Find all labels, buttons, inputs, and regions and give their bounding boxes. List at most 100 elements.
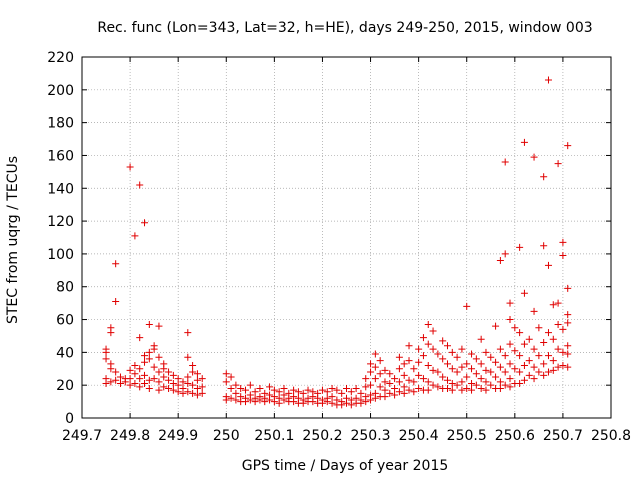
data-point [318, 399, 326, 407]
data-point [564, 363, 572, 371]
data-point [116, 380, 124, 388]
data-point [559, 348, 567, 356]
data-point [448, 380, 456, 388]
data-point [410, 388, 418, 396]
x-tick-label: 250.4 [399, 428, 439, 444]
data-point [352, 384, 360, 392]
data-point [477, 360, 485, 368]
data-point [155, 378, 163, 386]
data-point [338, 401, 346, 409]
data-point [564, 350, 572, 358]
data-point [400, 360, 408, 368]
data-point [102, 348, 110, 356]
data-point [251, 398, 259, 406]
data-point [290, 398, 298, 406]
data-point [323, 398, 331, 406]
data-point [193, 370, 201, 378]
data-point [136, 383, 144, 391]
data-point [386, 389, 394, 397]
data-point [535, 368, 543, 376]
data-point [405, 376, 413, 384]
data-point [184, 329, 192, 337]
data-point [328, 384, 336, 392]
data-point [472, 355, 480, 363]
data-point [179, 389, 187, 397]
data-point [150, 345, 158, 353]
data-point [328, 393, 336, 401]
data-point [525, 371, 533, 379]
data-point [386, 370, 394, 378]
data-point [357, 389, 365, 397]
data-point [443, 384, 451, 392]
plot-border [81, 56, 612, 419]
data-point [141, 352, 149, 360]
data-point [165, 384, 173, 392]
data-point [150, 363, 158, 371]
data-point [131, 370, 139, 378]
data-point [294, 388, 302, 396]
data-point [227, 394, 235, 402]
data-point [559, 325, 567, 333]
data-point [362, 375, 370, 383]
data-point [535, 324, 543, 332]
data-point [343, 399, 350, 407]
data-point [198, 389, 206, 397]
data-point [453, 381, 461, 389]
y-tick-label: 220 [47, 50, 74, 66]
data-point [126, 163, 134, 171]
data-point [554, 299, 562, 307]
y-tick-label: 120 [47, 214, 74, 230]
data-point [501, 158, 509, 166]
data-point [391, 391, 399, 399]
data-point [405, 386, 413, 394]
data-point [415, 358, 423, 366]
y-tick-label: 40 [56, 345, 74, 361]
data-point [227, 384, 235, 392]
data-point [540, 173, 548, 181]
data-points [102, 76, 572, 409]
data-point [184, 380, 192, 388]
data-point [232, 389, 240, 397]
data-point [516, 380, 524, 388]
data-point [261, 398, 269, 406]
data-point [371, 375, 379, 383]
data-point [371, 394, 379, 402]
data-point [193, 391, 201, 399]
data-point [496, 384, 504, 392]
chart-title: Rec. func (Lon=343, Lat=32, h=HE), days … [97, 20, 592, 36]
data-point [184, 373, 192, 381]
data-point [458, 345, 466, 353]
data-point [511, 347, 519, 355]
y-tick-label: 140 [47, 181, 74, 197]
data-point [520, 138, 528, 146]
data-point [141, 371, 149, 379]
data-point [266, 396, 274, 404]
data-point [381, 386, 389, 394]
data-point [458, 386, 466, 394]
data-point [477, 375, 485, 383]
data-point [535, 352, 543, 360]
y-tick-label: 80 [56, 280, 74, 296]
data-point [150, 375, 158, 383]
data-point [386, 380, 394, 388]
data-point [145, 355, 153, 363]
data-point [419, 352, 427, 360]
data-point [102, 355, 110, 363]
x-tick-label: 249.9 [158, 428, 198, 444]
data-point [525, 335, 533, 343]
data-point [419, 375, 427, 383]
data-point [549, 366, 557, 374]
data-point [496, 378, 504, 386]
data-point [381, 366, 389, 374]
data-point [246, 396, 254, 404]
data-point [477, 384, 485, 392]
data-point [367, 396, 375, 404]
data-point [520, 289, 528, 297]
data-point [544, 76, 552, 84]
data-point [549, 301, 557, 309]
data-point [429, 381, 437, 389]
data-point [227, 373, 235, 381]
data-point [448, 386, 456, 394]
data-point [145, 376, 153, 384]
data-point [540, 371, 548, 379]
